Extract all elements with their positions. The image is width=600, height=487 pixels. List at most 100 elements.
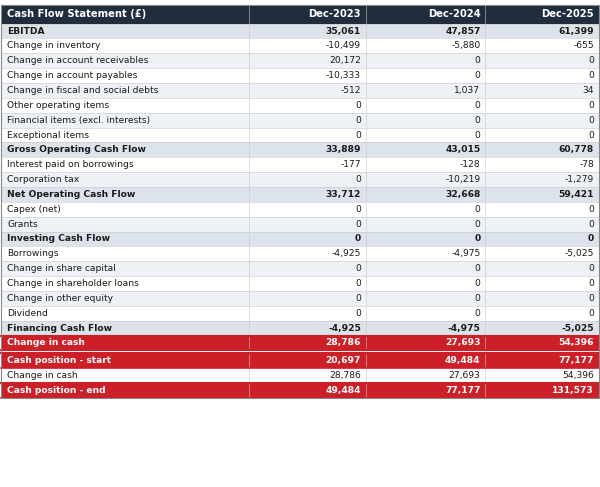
- Text: 0: 0: [475, 71, 481, 80]
- Text: 0: 0: [588, 205, 594, 214]
- Bar: [1, 53, 599, 68]
- Text: 0: 0: [475, 101, 481, 110]
- Text: Net Operating Cash Flow: Net Operating Cash Flow: [7, 190, 136, 199]
- Bar: [1, 246, 599, 261]
- Text: Gross Operating Cash Flow: Gross Operating Cash Flow: [7, 146, 146, 154]
- Text: 60,778: 60,778: [559, 146, 594, 154]
- Bar: [1, 276, 599, 291]
- Text: 0: 0: [475, 205, 481, 214]
- Text: Change in account receivables: Change in account receivables: [7, 56, 149, 65]
- Text: 33,712: 33,712: [326, 190, 361, 199]
- Text: 61,399: 61,399: [559, 27, 594, 36]
- Text: -10,499: -10,499: [326, 41, 361, 50]
- Text: 0: 0: [355, 264, 361, 273]
- Bar: [1, 202, 599, 217]
- Bar: [1, 320, 599, 336]
- Text: Change in share capital: Change in share capital: [7, 264, 116, 273]
- Text: -512: -512: [340, 86, 361, 95]
- Bar: [1, 157, 599, 172]
- Text: -5,880: -5,880: [451, 41, 481, 50]
- Text: Financial items (excl. interests): Financial items (excl. interests): [7, 116, 151, 125]
- Bar: [1, 172, 599, 187]
- Text: 0: 0: [355, 101, 361, 110]
- Text: -4,975: -4,975: [451, 249, 481, 258]
- Text: 0: 0: [475, 131, 481, 139]
- Text: -10,219: -10,219: [445, 175, 481, 184]
- Text: 0: 0: [475, 309, 481, 318]
- Text: 59,421: 59,421: [559, 190, 594, 199]
- Bar: [1, 68, 599, 83]
- Text: 20,697: 20,697: [326, 356, 361, 365]
- Text: 0: 0: [588, 56, 594, 65]
- Text: -177: -177: [340, 160, 361, 169]
- Text: -1,279: -1,279: [565, 175, 594, 184]
- Bar: [1, 336, 599, 350]
- Text: 0: 0: [475, 264, 481, 273]
- Text: Grants: Grants: [7, 220, 38, 228]
- Bar: [1, 383, 599, 398]
- Text: 0: 0: [588, 220, 594, 228]
- Text: Cash position - start: Cash position - start: [7, 356, 112, 365]
- Text: 43,015: 43,015: [445, 146, 481, 154]
- Text: Change in fiscal and social debts: Change in fiscal and social debts: [7, 86, 158, 95]
- Text: 34: 34: [583, 86, 594, 95]
- Text: 47,857: 47,857: [445, 27, 481, 36]
- Text: Change in cash: Change in cash: [7, 338, 85, 347]
- Text: 54,396: 54,396: [559, 338, 594, 347]
- Text: Change in inventory: Change in inventory: [7, 41, 101, 50]
- Text: 0: 0: [588, 235, 594, 244]
- Text: Other operating items: Other operating items: [7, 101, 109, 110]
- Text: Dec-2023: Dec-2023: [308, 9, 361, 19]
- Text: 0: 0: [588, 264, 594, 273]
- Text: 0: 0: [475, 220, 481, 228]
- Bar: [1, 291, 599, 306]
- Text: 0: 0: [588, 294, 594, 303]
- Text: 0: 0: [475, 279, 481, 288]
- Text: 28,786: 28,786: [329, 371, 361, 380]
- Text: Cash position - end: Cash position - end: [7, 386, 106, 395]
- Bar: [1, 261, 599, 276]
- Text: Financing Cash Flow: Financing Cash Flow: [7, 324, 112, 333]
- Text: -655: -655: [574, 41, 594, 50]
- Text: 0: 0: [355, 279, 361, 288]
- Text: -5,025: -5,025: [562, 324, 594, 333]
- Text: -128: -128: [460, 160, 481, 169]
- Text: Dec-2025: Dec-2025: [541, 9, 594, 19]
- Text: Dividend: Dividend: [7, 309, 48, 318]
- Text: Borrowings: Borrowings: [7, 249, 59, 258]
- Text: Change in other equity: Change in other equity: [7, 294, 113, 303]
- Text: 0: 0: [355, 175, 361, 184]
- Text: 77,177: 77,177: [445, 386, 481, 395]
- Text: 1,037: 1,037: [454, 86, 481, 95]
- Text: 0: 0: [588, 101, 594, 110]
- Text: EBITDA: EBITDA: [7, 27, 45, 36]
- Text: 33,889: 33,889: [325, 146, 361, 154]
- Text: 0: 0: [355, 235, 361, 244]
- Text: 0: 0: [588, 71, 594, 80]
- Text: 0: 0: [355, 116, 361, 125]
- Text: 0: 0: [355, 309, 361, 318]
- Text: -4,925: -4,925: [332, 249, 361, 258]
- Bar: [1, 187, 599, 202]
- Text: 27,693: 27,693: [449, 371, 481, 380]
- Text: 0: 0: [475, 294, 481, 303]
- Bar: [1, 368, 599, 383]
- Text: 0: 0: [588, 116, 594, 125]
- Text: 20,172: 20,172: [329, 56, 361, 65]
- Bar: [1, 83, 599, 98]
- Bar: [1, 217, 599, 231]
- Text: Change in account payables: Change in account payables: [7, 71, 137, 80]
- Text: Exceptional items: Exceptional items: [7, 131, 89, 139]
- Text: 0: 0: [355, 294, 361, 303]
- Bar: [1, 306, 599, 320]
- Text: 28,786: 28,786: [326, 338, 361, 347]
- Text: 131,573: 131,573: [552, 386, 594, 395]
- Text: 32,668: 32,668: [445, 190, 481, 199]
- Text: Change in cash: Change in cash: [7, 371, 78, 380]
- Text: 0: 0: [355, 131, 361, 139]
- Text: Cash Flow Statement (£): Cash Flow Statement (£): [7, 9, 146, 19]
- Text: 0: 0: [475, 116, 481, 125]
- Text: 0: 0: [588, 309, 594, 318]
- Text: Investing Cash Flow: Investing Cash Flow: [7, 235, 110, 244]
- Bar: [1, 128, 599, 142]
